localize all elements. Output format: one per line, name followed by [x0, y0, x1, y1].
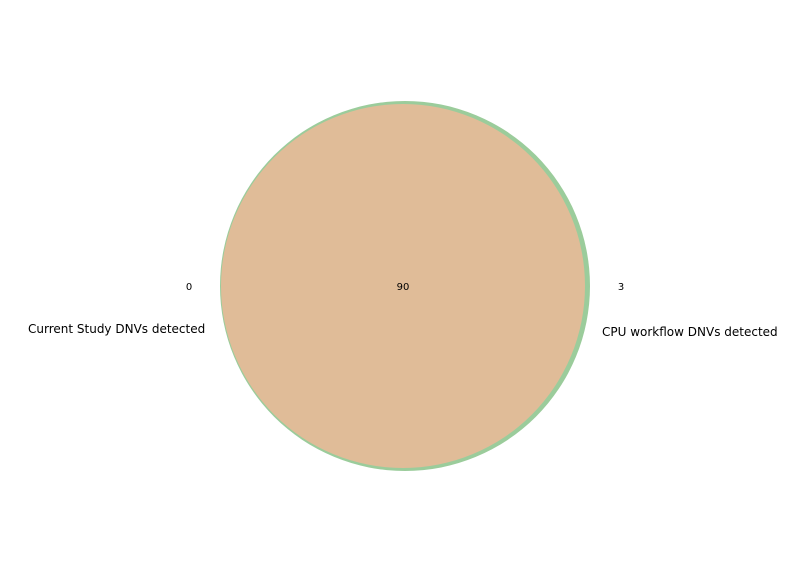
set-a-circle [221, 104, 585, 468]
region-a-only-count: 0 [186, 282, 192, 293]
set-a-label: Current Study DNVs detected [28, 322, 205, 336]
region-intersection-count: 90 [397, 282, 410, 293]
set-b-label: CPU workflow DNVs detected [602, 325, 778, 339]
region-b-only-count: 3 [618, 282, 624, 293]
